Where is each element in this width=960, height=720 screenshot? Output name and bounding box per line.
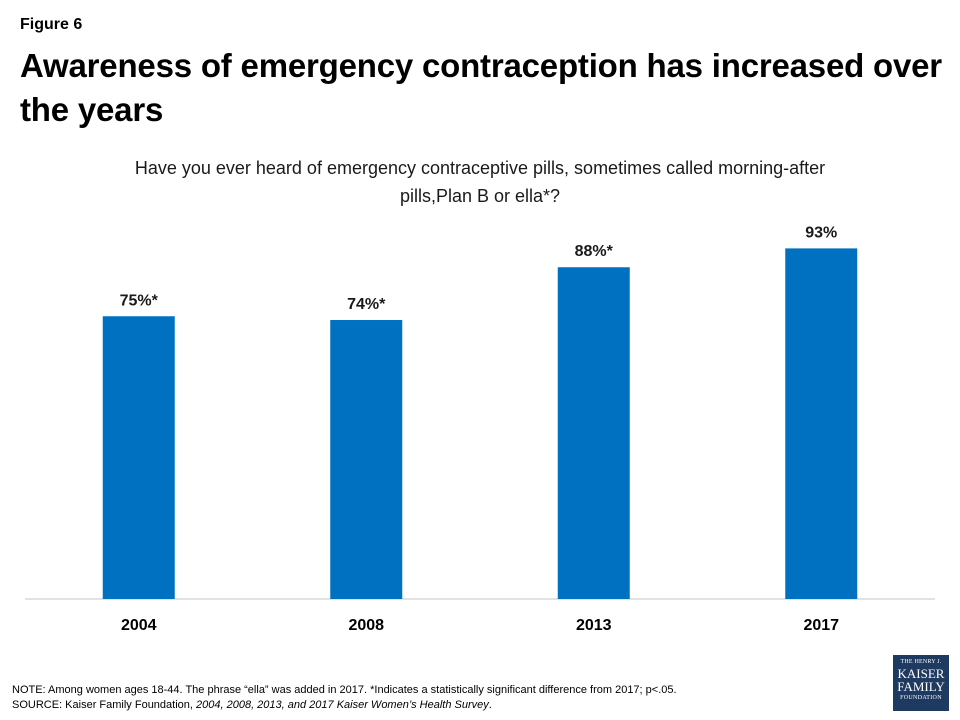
bar-2004	[102, 316, 175, 599]
data-label-2013: 88%*	[575, 243, 614, 260]
chart-title: Awareness of emergency contraception has…	[20, 47, 942, 128]
note-text: NOTE: Among women ages 18-44. The phrase…	[12, 684, 677, 696]
footnotes: NOTE: Among women ages 18-44. The phrase…	[12, 683, 872, 713]
bar-2008	[330, 320, 403, 599]
data-label-2017: 93%	[805, 224, 837, 241]
survey-question: Have you ever heard of emergency contrac…	[134, 158, 826, 206]
figure-label: Figure 6	[20, 16, 83, 33]
source-text: SOURCE: Kaiser Family Foundation, 2004, …	[12, 699, 492, 711]
data-label-2008: 74%*	[347, 296, 386, 313]
x-tick-label-2004: 2004	[121, 617, 157, 634]
bar-2013	[557, 267, 630, 599]
x-tick-label-2013: 2013	[576, 617, 612, 634]
bar-2017	[785, 248, 858, 599]
data-label-2004: 75%*	[120, 292, 159, 309]
source-title: 2004, 2008, 2013, and 2017 Kaiser Women’…	[196, 699, 489, 711]
kff-logo: THE HENRY J. KAISER FAMILY FOUNDATION	[893, 655, 949, 711]
x-tick-label-2008: 2008	[348, 617, 384, 634]
x-tick-label-2017: 2017	[803, 617, 839, 634]
